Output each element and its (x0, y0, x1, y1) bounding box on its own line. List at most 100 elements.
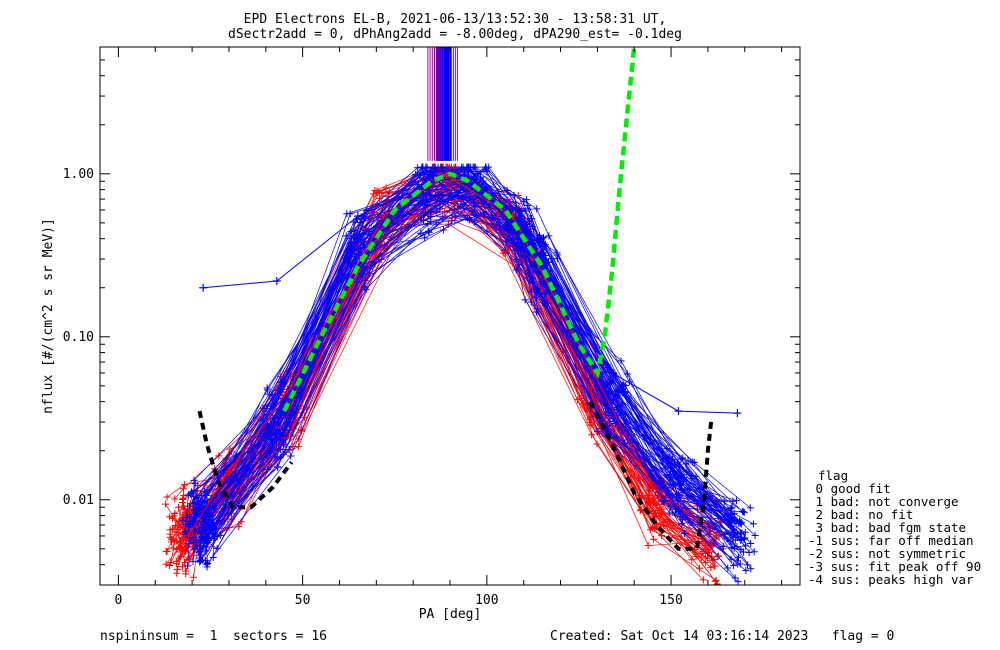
blue-plus-marker (413, 164, 421, 172)
blue-plus-marker (187, 490, 195, 498)
footer-left: nspininsum = 1 sectors = 16 (100, 629, 327, 644)
x-tick-label: 50 (295, 593, 311, 608)
red-trace (184, 180, 716, 567)
blue-plus-marker (430, 172, 438, 180)
blue-plus-marker (439, 214, 447, 222)
blue-plus-marker (741, 534, 749, 542)
red-plus-marker (182, 567, 190, 575)
red-trace (186, 180, 724, 549)
blue-plus-marker (553, 255, 561, 263)
blue-plus-marker (731, 574, 739, 582)
blue-plus-marker (209, 554, 217, 562)
blue-plus-marker (457, 202, 465, 210)
blue-plus-marker (483, 227, 491, 235)
blue-plus-marker (606, 417, 614, 425)
blue-plus-marker (204, 539, 212, 547)
blue-plus-marker (201, 487, 209, 495)
blue-plus-marker (417, 168, 425, 176)
blue-trace-markers (191, 163, 736, 552)
blue-plus-marker (459, 165, 467, 173)
red-plus-marker (173, 525, 181, 533)
blue-trace-markers (202, 181, 751, 569)
blue-plus-marker (734, 578, 742, 585)
blue-plus-marker (672, 490, 680, 498)
y-tick-label: 0.01 (63, 493, 94, 508)
blue-plus-marker (269, 395, 277, 403)
red-plus-marker (644, 542, 652, 550)
blue-plus-marker (678, 520, 686, 528)
y-axis: 0.01 0.10 1.00 (63, 46, 800, 586)
blue-series-point (516, 218, 524, 227)
blue-series-point (353, 212, 362, 221)
blue-plus-marker (730, 545, 738, 553)
blue-plus-marker (276, 432, 284, 440)
blue-plus-marker (351, 227, 359, 235)
blue-plus-marker (275, 429, 283, 437)
blue-plus-marker (733, 497, 741, 505)
red-series-point (379, 212, 388, 221)
x-tick-label: 100 (475, 593, 498, 608)
red-plus-marker (180, 481, 188, 489)
blue-plus-marker (353, 278, 361, 286)
blue-plus-marker (197, 529, 205, 537)
blue-plus-marker (533, 293, 541, 301)
red-plus-marker (651, 509, 659, 517)
blue-plus-marker (195, 502, 203, 510)
blue-plus-marker (727, 555, 735, 563)
blue-trace-markers (189, 172, 738, 564)
blue-plus-marker (533, 285, 541, 293)
red-trace-markers (167, 171, 704, 572)
blue-plus-marker (363, 264, 371, 272)
blue-plus-marker (615, 386, 623, 394)
red-trace (183, 166, 722, 527)
legend-entry: -4 sus: peaks high var (808, 572, 974, 587)
red-plus-marker (710, 562, 718, 570)
blue-plus-marker (199, 497, 207, 505)
blue-plus-marker (666, 509, 674, 517)
x-tick-label: 150 (659, 593, 682, 608)
red-trace (184, 210, 721, 559)
blue-plus-marker (351, 253, 359, 261)
blue-plus-marker (669, 482, 677, 490)
blue-plus-marker (533, 308, 541, 316)
blue-plus-marker (209, 518, 217, 526)
blue-plus-marker (747, 565, 755, 573)
red-plus-marker (190, 573, 198, 581)
red-plus-marker (167, 558, 175, 566)
blue-plus-marker (623, 370, 631, 378)
red-plus-marker (650, 525, 658, 533)
blue-plus-marker (263, 386, 271, 394)
blue-plus-marker (198, 524, 206, 532)
red-plus-marker (715, 552, 723, 560)
blue-plus-marker (470, 207, 478, 215)
blue-plus-marker (514, 214, 522, 222)
blue-plus-marker (274, 463, 282, 471)
red-plus-marker (711, 577, 719, 585)
blue-plus-marker (461, 183, 469, 191)
legend-entry: 0 good fit (808, 481, 891, 496)
red-series-point (648, 482, 657, 491)
red-plus-marker (712, 576, 720, 584)
blue-plus-marker (746, 504, 754, 512)
red-plus-marker (185, 554, 193, 562)
blue-plus-marker (271, 428, 279, 436)
blue-plus-marker (619, 381, 627, 389)
blue-plus-marker (213, 544, 221, 552)
blue-plus-marker (533, 205, 541, 213)
blue-series-point (674, 407, 683, 416)
red-trace-bundle (162, 163, 727, 585)
red-series-point (287, 381, 296, 390)
red-plus-marker (586, 418, 594, 426)
red-trace-markers (183, 209, 721, 585)
legend-title: flag (818, 468, 848, 483)
y-tick-label: 1.00 (63, 167, 94, 182)
blue-plus-marker (277, 407, 285, 415)
blue-plus-marker (463, 163, 471, 171)
blue-trace-markers (189, 164, 738, 553)
blue-plus-marker (662, 464, 670, 472)
blue-plus-marker (544, 258, 552, 266)
red-trace-markers (172, 163, 715, 572)
blue-plus-marker (424, 220, 432, 228)
blue-plus-marker (689, 458, 697, 466)
y-axis-label: nflux [#/(cm^2 s sr MeV)] (41, 218, 56, 414)
